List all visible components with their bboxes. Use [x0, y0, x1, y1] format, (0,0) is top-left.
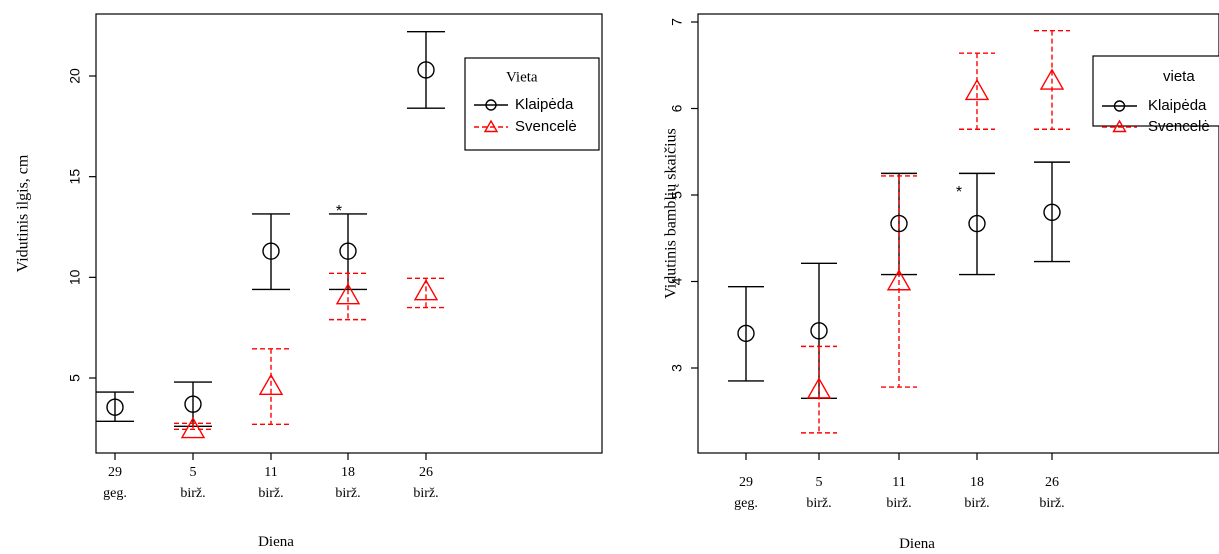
chart2-legend-label-0: Klaipėda — [1148, 97, 1207, 114]
chart2-klaipeda-point-2 — [890, 214, 908, 233]
chart1-xtick-label-month-1: birž. — [180, 486, 205, 501]
chart1-klaipeda-point-0 — [106, 398, 124, 416]
chart2-legend-marker-0 — [1113, 100, 1126, 112]
chart2-xtick-label-day-3: 18 — [970, 475, 984, 490]
chart2-klaipeda-point-3 — [968, 214, 986, 233]
chart2-klaipeda-point-4 — [1043, 203, 1061, 222]
chart2-xtick-label-day-2: 11 — [892, 475, 905, 490]
chart1-xtick-label-month-3: birž. — [335, 486, 360, 501]
chart2-ytick-label-0: 3 — [669, 364, 685, 372]
chart2-svencele-point-1 — [806, 377, 832, 399]
chart1-ytick-label-1: 10 — [67, 269, 83, 285]
chart2-klaipeda-point-1 — [810, 322, 828, 340]
chart2-xtick-label-month-3: birž. — [964, 496, 989, 511]
chart1-klaipeda-point-1 — [184, 395, 202, 413]
chart2-ytick-label-2: 5 — [669, 191, 685, 199]
chart1-legend-title: Vieta — [506, 69, 538, 85]
chart1-xtick-label-month-4: birž. — [413, 486, 438, 501]
chart1-legend-marker-1 — [483, 119, 499, 133]
chart1-annotation-star: * — [336, 203, 342, 220]
chart1-ytick-label-2: 15 — [67, 169, 83, 185]
chart2-legend-label-1: Svencelė — [1148, 118, 1210, 135]
chart1-svencele-point-3 — [335, 283, 361, 305]
chart1-ytick-label-0: 5 — [67, 374, 83, 382]
chart1-xtick-label-month-0: geg. — [103, 486, 127, 501]
chart2-xtick-label-day-1: 5 — [816, 475, 823, 490]
chart2-x-axis-label: Diena — [899, 536, 935, 552]
chart2-legend-box — [1092, 55, 1219, 127]
chart2-y-axis-label: Vidutinis bamblių skaičius — [663, 128, 680, 299]
chart1-klaipeda-point-4 — [417, 61, 435, 79]
chart1-y-axis-label: Vidutinis ilgis, cm — [15, 154, 32, 272]
chart2-xtick-label-day-4: 26 — [1045, 475, 1059, 490]
chart1-ytick-label-3: 20 — [67, 68, 83, 84]
chart2-legend-title: vieta — [1163, 68, 1195, 85]
chart2-plot-frame — [697, 13, 1219, 454]
chart2-svencele-point-2 — [886, 269, 912, 291]
chart1-legend-marker-0 — [485, 99, 497, 111]
chart1-klaipeda-point-2 — [262, 242, 280, 260]
chart2-xtick-label-month-1: birž. — [806, 496, 831, 511]
chart2-xtick-label-day-0: 29 — [739, 475, 753, 490]
chart1-xtick-label-month-2: birž. — [258, 486, 283, 501]
chart1-legend-label-1: Svencelė — [515, 118, 577, 135]
chart2-klaipeda-point-0 — [737, 324, 755, 343]
chart2-ytick-label-4: 7 — [669, 18, 685, 26]
chart1-klaipeda-point-3 — [339, 242, 357, 260]
chart2-svencele-point-3 — [964, 78, 990, 101]
chart2-xtick-label-month-0: geg. — [734, 496, 758, 511]
chart2-annotation-star: * — [956, 184, 962, 201]
chart2-legend-marker-1 — [1112, 119, 1127, 133]
chart1-legend-box — [464, 57, 600, 151]
chart1-svencele-point-4 — [413, 279, 439, 301]
chart1-xtick-label-day-0: 29 — [108, 465, 122, 480]
chart1-svencele-point-2 — [258, 373, 284, 396]
chart1-xtick-label-day-3: 18 — [341, 465, 355, 480]
chart1-svencele-point-1 — [180, 416, 206, 439]
chart1-legend-label-0: Klaipėda — [515, 96, 574, 113]
chart2-svencele-point-4 — [1039, 68, 1065, 90]
chart2-ytick-label-3: 6 — [669, 104, 685, 112]
chart1-xtick-label-day-4: 26 — [419, 465, 433, 480]
chart2-xtick-label-month-4: birž. — [1039, 496, 1064, 511]
chart2-ytick-label-1: 4 — [669, 277, 685, 285]
chart1-xtick-label-day-1: 5 — [190, 465, 197, 480]
chart1-x-axis-label: Diena — [258, 534, 294, 550]
chart1-xtick-label-day-2: 11 — [264, 465, 277, 480]
chart1-plot-frame — [95, 13, 603, 454]
chart2-xtick-label-month-2: birž. — [886, 496, 911, 511]
